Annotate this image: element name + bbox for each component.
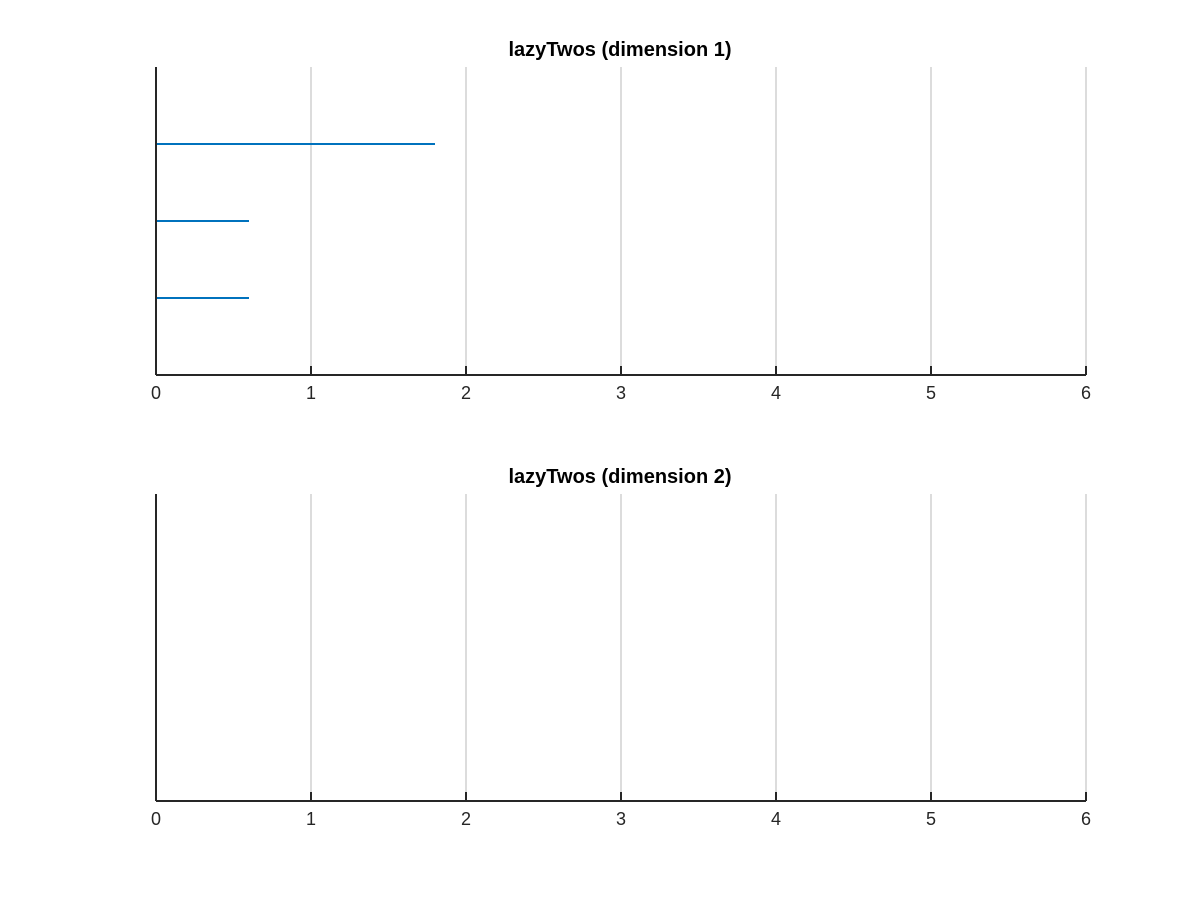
x-tick-label: 1	[306, 809, 316, 829]
x-tick-label: 5	[926, 809, 936, 829]
x-tick-label: 0	[151, 809, 161, 829]
x-tick-label: 6	[1081, 809, 1091, 829]
x-tick-label: 4	[771, 383, 781, 403]
x-tick-label: 3	[616, 383, 626, 403]
x-tick-label: 6	[1081, 383, 1091, 403]
x-tick-label: 2	[461, 809, 471, 829]
chart-title: lazyTwos (dimension 1)	[509, 39, 732, 61]
x-tick-label: 3	[616, 809, 626, 829]
x-tick-label: 4	[771, 809, 781, 829]
subplot-dimension-2: lazyTwos (dimension 2) 0 1 2 3 4 5 6	[151, 466, 1091, 829]
x-tick-label: 5	[926, 383, 936, 403]
subplot-dimension-1: lazyTwos (dimension 1) 0 1 2 3 4 5 6	[151, 39, 1091, 403]
x-tick-label: 0	[151, 383, 161, 403]
x-tick-label: 2	[461, 383, 471, 403]
x-tick-label: 1	[306, 383, 316, 403]
chart-title: lazyTwos (dimension 2)	[509, 466, 732, 488]
